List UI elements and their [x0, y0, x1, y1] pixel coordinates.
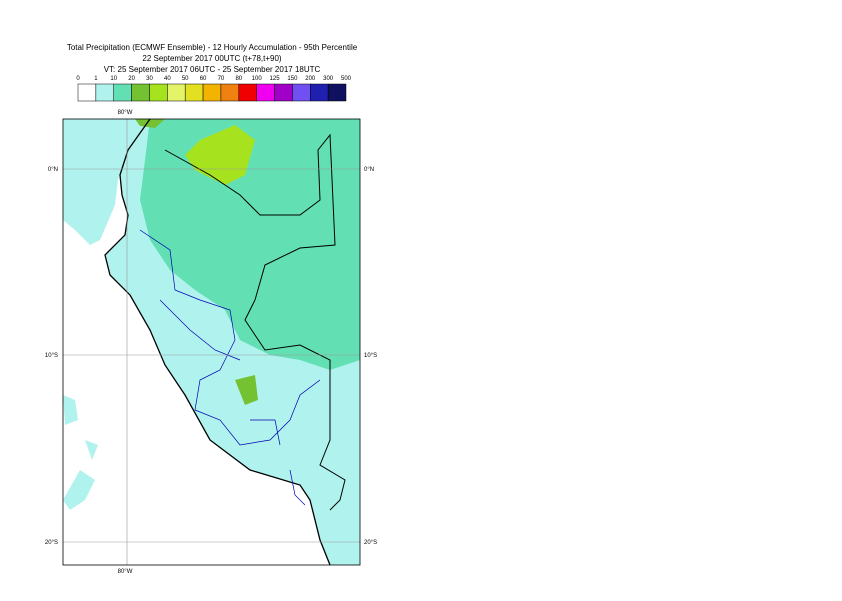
legend-label: 80: [235, 76, 242, 82]
legend-swatch: [113, 83, 132, 102]
legend-swatch: [131, 83, 150, 102]
legend-label: 200: [305, 76, 316, 82]
title-line: Total Precipitation (ECMWF Ensemble) - 1…: [67, 43, 358, 52]
moderate-precip: [140, 119, 360, 370]
legend-swatch: [256, 83, 275, 102]
coastline: [104, 119, 331, 565]
legend-swatch: [184, 83, 204, 102]
legend-label: 100: [252, 76, 263, 82]
region-border: [139, 229, 321, 506]
lat-label: 10°S: [45, 353, 58, 359]
legend-label: 70: [218, 76, 225, 82]
legend-label: 40: [164, 76, 171, 82]
title-line: 22 September 2017 00UTC (t+78,t+90): [142, 54, 282, 63]
heavy-precip: [185, 125, 255, 185]
legend-swatch: [95, 83, 114, 102]
lat-label: 0°N: [364, 167, 374, 173]
lat-label: 20°S: [45, 540, 58, 546]
legend-label: 60: [200, 76, 207, 82]
legend-swatch: [167, 83, 186, 102]
legend-swatch: [310, 83, 329, 102]
legend-label: 30: [146, 76, 153, 82]
legend-swatch: [149, 83, 168, 102]
legend-label: 125: [270, 76, 281, 82]
legend-label: 0: [76, 76, 80, 82]
lon-label: 80°W: [118, 569, 133, 575]
legend-swatch: [327, 83, 347, 102]
legend-swatch: [292, 83, 311, 102]
legend-label: 50: [182, 76, 189, 82]
offshore-precip: [63, 119, 150, 245]
legend-label: 20: [128, 76, 135, 82]
legend-label: 300: [323, 76, 334, 82]
legend-swatch: [77, 83, 97, 102]
map-frame: [62, 118, 361, 566]
legend-swatch: [274, 83, 293, 102]
lat-label: 20°S: [364, 540, 377, 546]
legend-swatch: [202, 83, 222, 102]
country-border: [164, 133, 346, 511]
lat-label: 0°N: [48, 167, 58, 173]
legend-swatch: [220, 83, 240, 102]
lat-label: 10°S: [364, 353, 377, 359]
legend-label: 500: [341, 76, 352, 82]
legend-swatch: [238, 83, 257, 102]
lon-label: 80°W: [118, 110, 133, 116]
title-line: VT: 25 September 2017 06UTC - 25 Septemb…: [104, 65, 321, 74]
offshore-precip: [63, 395, 98, 510]
map: 80°W 80°W 0°N 0°N 10°S 10°S 20°S 20°S: [45, 110, 377, 575]
legend-label: 1: [94, 76, 98, 82]
legend-label: 150: [287, 76, 298, 82]
legend: 0 1 10 20 30 40 50 60 70 80 100 125 150 200 300 500: [76, 76, 352, 102]
legend-label: 10: [110, 76, 117, 82]
